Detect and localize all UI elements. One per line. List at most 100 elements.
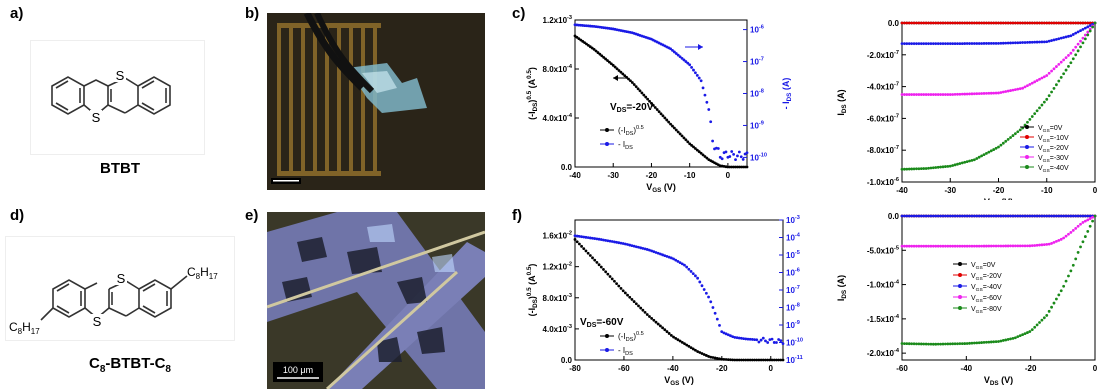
- data-point: [939, 21, 942, 25]
- log-point: [678, 55, 682, 59]
- data-point: [915, 214, 918, 218]
- data-point: [917, 342, 921, 346]
- data-point: [1021, 21, 1025, 25]
- data-point: [946, 42, 950, 46]
- data-point: [1088, 21, 1092, 25]
- data-point: [965, 214, 969, 218]
- data-point: [1076, 42, 1080, 46]
- data-point: [1062, 284, 1066, 288]
- log-point: [648, 248, 651, 252]
- data-point: [1071, 214, 1075, 218]
- x-tick-label: -20: [716, 364, 728, 373]
- data-point: [956, 92, 959, 96]
- sqrt-point: [768, 358, 772, 362]
- chart-f-transfer: -80 -60 -40 -20 0 0.0 4.0x10-3 8.0x10-3 1.2x10-2…: [526, 215, 803, 387]
- data-point: [1088, 29, 1092, 33]
- sqrt-point: [690, 143, 693, 147]
- data-point: [960, 42, 964, 45]
- data-point: [951, 21, 955, 25]
- log-point: [766, 341, 770, 344]
- data-point: [1064, 56, 1068, 60]
- data-point: [1079, 39, 1082, 43]
- data-point: [900, 214, 904, 218]
- data-point: [1083, 37, 1087, 41]
- data-point: [939, 342, 942, 346]
- data-point: [1062, 21, 1066, 25]
- data-point: [907, 21, 911, 25]
- data-point: [1076, 30, 1080, 34]
- log-point: [709, 120, 713, 124]
- log-point: [694, 71, 697, 75]
- data-point: [1047, 94, 1051, 98]
- y-right-tick-label: 10-3: [786, 215, 800, 225]
- data-point: [1001, 339, 1005, 342]
- data-point: [936, 42, 940, 46]
- y-right-tick-label: 10-4: [786, 233, 801, 243]
- sqrt-point: [702, 353, 706, 356]
- data-point: [1035, 323, 1039, 327]
- sqrt-point: [759, 358, 763, 362]
- sqrt-point: [698, 351, 702, 354]
- data-point: [1016, 41, 1020, 45]
- data-point: [905, 93, 909, 96]
- data-point: [924, 42, 928, 46]
- x-tick-label: -20: [993, 186, 1005, 195]
- log-point: [746, 337, 750, 341]
- data-point: [992, 340, 996, 344]
- data-point: [936, 244, 940, 248]
- log-point: [684, 60, 688, 63]
- data-point: [1076, 49, 1080, 53]
- sqrt-point: [606, 272, 610, 276]
- data-point: [905, 244, 909, 248]
- c8-btbt-c8-structure: S S C8H17 C8H17: [5, 236, 235, 341]
- y-axis-label: IDS (A): [836, 89, 848, 115]
- data-point: [1040, 103, 1044, 107]
- data-point: [1042, 316, 1046, 320]
- data-point: [958, 92, 962, 96]
- sqrt-point: [669, 333, 673, 337]
- sqrt-point: [629, 79, 632, 83]
- data-point: [929, 93, 933, 96]
- data-point: [977, 341, 981, 345]
- log-point: [621, 242, 625, 245]
- data-point: [1045, 97, 1049, 101]
- panel-label-e: e): [245, 207, 259, 224]
- data-point: [1057, 214, 1061, 218]
- sqrt-point: [656, 322, 660, 326]
- log-point: [645, 248, 649, 251]
- data-point: [1018, 128, 1022, 132]
- x-tick-label: -30: [944, 186, 956, 195]
- data-point: [1018, 87, 1022, 91]
- data-point: [1093, 21, 1097, 25]
- data-point: [1042, 100, 1046, 104]
- sqrt-point: [764, 358, 767, 362]
- log-point: [626, 243, 629, 246]
- y-left-tick-label: 0.0: [561, 163, 573, 172]
- data-point: [1016, 214, 1020, 218]
- data-point: [968, 92, 971, 96]
- data-point: [1016, 335, 1020, 339]
- sqrt-point: [643, 310, 647, 314]
- data-point: [985, 244, 988, 248]
- data-point: [944, 165, 947, 168]
- data-point: [1064, 214, 1068, 218]
- data-point: [917, 244, 921, 248]
- data-point: [1001, 90, 1005, 94]
- legend-entry: VGS=-10V: [1038, 135, 1069, 144]
- data-point: [912, 93, 916, 96]
- log-point: [696, 276, 700, 280]
- data-point: [924, 21, 928, 25]
- y-tick-label: -6.0x10-7: [867, 113, 899, 123]
- data-point: [987, 91, 991, 95]
- data-point: [989, 214, 993, 218]
- data-point: [1055, 21, 1058, 25]
- sqrt-point: [744, 358, 748, 362]
- data-point: [1035, 214, 1039, 218]
- btbt-structure: S S: [30, 40, 205, 155]
- data-point: [1026, 40, 1029, 44]
- data-point: [1076, 251, 1080, 254]
- sqrt-point: [722, 357, 726, 361]
- data-point: [946, 244, 950, 248]
- sqrt-point: [689, 346, 693, 350]
- log-point: [615, 240, 618, 244]
